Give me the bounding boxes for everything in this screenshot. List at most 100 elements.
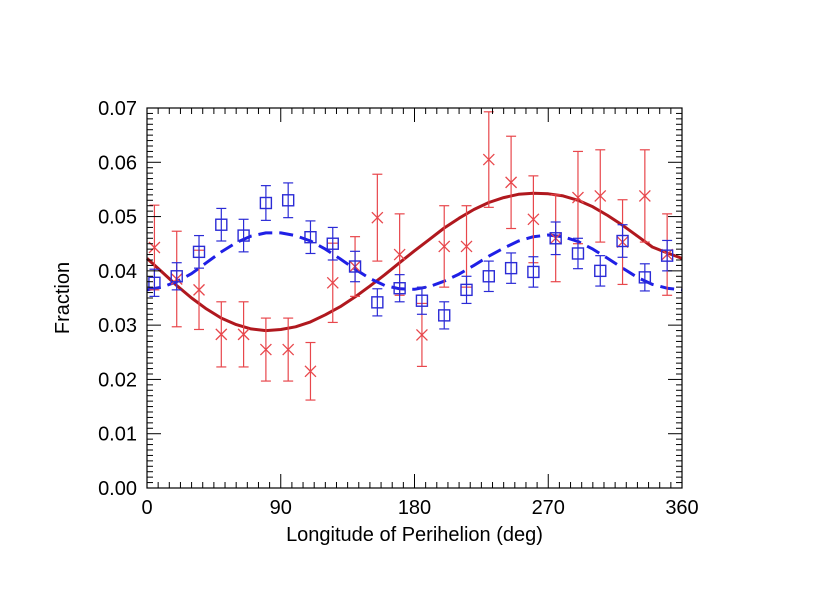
- square-glyph: [660, 249, 674, 262]
- square-glyph: [148, 276, 161, 289]
- square-glyph: [215, 218, 228, 231]
- x-marker-point: [482, 111, 495, 208]
- square-marker-point: [170, 262, 183, 291]
- dashed-fit-curve: [146, 231, 683, 292]
- square-marker-point: [660, 239, 674, 272]
- square-marker-point: [259, 185, 273, 221]
- y-tick-label: 0.06: [98, 152, 137, 174]
- x-tick-label: 0: [141, 497, 152, 519]
- x-marker-point: [215, 301, 228, 368]
- square-glyph: [549, 232, 562, 245]
- y-tick-label: 0.01: [98, 424, 137, 446]
- square-marker-point: [571, 237, 585, 270]
- y-tick-label: 0.05: [98, 207, 137, 229]
- x-marker-point: [594, 149, 607, 243]
- x-tick-label: 270: [532, 497, 565, 519]
- square-glyph: [371, 296, 384, 309]
- x-marker-point: [638, 149, 651, 243]
- x-glyph: [371, 211, 384, 224]
- x-glyph: [638, 189, 651, 202]
- square-glyph: [304, 230, 317, 244]
- x-glyph: [527, 213, 540, 226]
- square-marker-point: [192, 234, 206, 269]
- x-marker-point: [438, 205, 451, 288]
- x-glyph: [594, 189, 607, 202]
- x-marker-point: [304, 341, 317, 401]
- square-marker-point: [594, 255, 607, 287]
- square-glyph: [259, 196, 273, 210]
- square-glyph: [616, 234, 629, 248]
- square-marker-point: [371, 288, 384, 317]
- x-glyph: [304, 365, 317, 378]
- x-glyph: [482, 153, 495, 166]
- x-glyph: [237, 328, 250, 341]
- x-glyph: [259, 343, 272, 356]
- square-marker-point: [393, 274, 406, 303]
- x-marker-point: [282, 317, 295, 382]
- x-marker-point: [572, 150, 584, 245]
- x-tick-label: 360: [665, 497, 698, 519]
- square-glyph: [482, 270, 496, 283]
- square-glyph: [170, 270, 183, 283]
- x-marker-point: [460, 205, 473, 288]
- square-marker-point: [460, 275, 473, 305]
- square-marker-point: [304, 220, 317, 255]
- square-marker-point: [148, 268, 161, 297]
- square-marker-point: [237, 218, 250, 253]
- square-glyph: [326, 237, 339, 250]
- x-tick-label: 90: [270, 497, 292, 519]
- x-marker-point: [505, 135, 518, 230]
- x-glyph: [415, 328, 428, 341]
- x-glyph: [505, 176, 518, 189]
- solid-fit-curve: [145, 191, 683, 333]
- x-marker-point: [259, 317, 272, 382]
- square-glyph: [438, 309, 451, 322]
- x-tick-label: 180: [398, 497, 431, 519]
- x-glyph: [215, 328, 228, 341]
- y-tick-label: 0.03: [98, 315, 137, 337]
- square-marker-point: [326, 226, 339, 261]
- square-glyph: [638, 271, 652, 284]
- x-glyph: [326, 276, 339, 289]
- y-tick-label: 0.04: [98, 261, 137, 283]
- square-glyph: [594, 264, 607, 278]
- square-glyph: [192, 245, 206, 259]
- square-marker-point: [482, 260, 496, 293]
- square-marker-point: [415, 286, 429, 315]
- square-marker-point: [215, 207, 228, 242]
- square-glyph: [504, 261, 518, 275]
- square-glyph: [348, 260, 362, 273]
- square-marker-point: [281, 182, 295, 219]
- y-tick-label: 0.00: [98, 478, 137, 500]
- square-marker-point: [527, 256, 540, 288]
- y-tick-label: 0.07: [98, 98, 137, 120]
- plot-frame: [146, 107, 683, 489]
- x-axis-title: Longitude of Perihelion (deg): [286, 524, 543, 546]
- axis-ticks: [146, 107, 683, 489]
- x-glyph: [193, 283, 205, 296]
- square-glyph: [281, 194, 295, 207]
- x-glyph: [438, 240, 451, 253]
- square-marker-point: [638, 263, 652, 292]
- x-marker-point: [371, 173, 384, 262]
- square-glyph: [393, 282, 406, 295]
- x-glyph: [393, 248, 406, 261]
- y-tick-label: 0.02: [98, 369, 137, 391]
- x-glyph: [572, 191, 584, 204]
- square-marker-point: [438, 301, 451, 330]
- x-marker-point: [527, 175, 540, 264]
- tick-labels: 0 90 180 270 360 0.00 0.01 0.02 0.03 0.04 0.05 0.06…: [98, 98, 699, 519]
- square-marker-point: [348, 250, 362, 283]
- x-glyph: [148, 241, 161, 254]
- square-marker-point: [549, 221, 562, 256]
- y-axis-title: Fraction: [52, 262, 74, 334]
- x-glyph: [460, 240, 473, 253]
- square-glyph: [415, 294, 429, 307]
- fit-curves: [145, 191, 683, 333]
- square-marker-point: [504, 252, 518, 284]
- square-glyph: [237, 229, 250, 242]
- square-marker-point: [616, 224, 629, 258]
- square-glyph: [460, 283, 473, 297]
- x-glyph: [282, 343, 295, 356]
